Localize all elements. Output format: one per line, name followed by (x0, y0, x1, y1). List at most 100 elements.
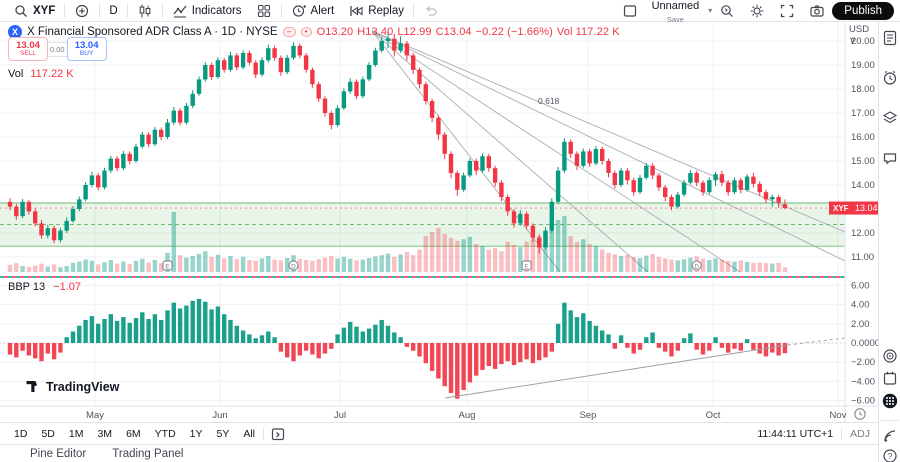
compare-add-button[interactable] (67, 1, 97, 21)
candle-body (618, 170, 624, 185)
range-1d[interactable]: 1D (14, 427, 28, 440)
bbp-bar (719, 343, 725, 348)
volume-bar (215, 254, 221, 272)
volume-bar (562, 216, 567, 272)
toolbar-divider (64, 3, 66, 18)
volume-bar (222, 258, 227, 272)
range-3m[interactable]: 3M (97, 427, 113, 440)
quick-search-button[interactable] (712, 1, 742, 21)
alerts-clock-icon[interactable] (882, 70, 898, 86)
bbp-indicator-legend: BBP 13 −1.07 (8, 281, 81, 293)
bbp-bar (404, 343, 410, 347)
watchlist-icon[interactable] (882, 30, 898, 46)
volume-bar (448, 238, 454, 272)
candle-body (650, 165, 655, 176)
range-1m[interactable]: 1M (68, 427, 84, 440)
sell-button[interactable]: 13.04 SELL (8, 37, 48, 61)
bbp-bar (600, 330, 605, 343)
bbp-bar (177, 308, 183, 343)
volume-bar (461, 239, 466, 272)
candle-body (732, 180, 737, 193)
bbp-bar (247, 334, 252, 343)
bbp-bar (606, 334, 611, 343)
help-icon[interactable]: ? (882, 448, 898, 462)
symbol-legend-row: X X Financial Sponsored ADR Class A · 1D… (8, 25, 624, 39)
legend-dot-icon[interactable]: • (300, 27, 312, 37)
price-chart-canvas[interactable]: 0.618 E D E D 20.00 19.00 18.00 17.00 16.00 15.00 1… (0, 22, 878, 422)
candle-body (196, 79, 202, 94)
range-all[interactable]: All (243, 427, 256, 440)
volume-bar (543, 232, 548, 272)
event-marker-letter: D (694, 264, 699, 271)
fullscreen-button[interactable] (772, 1, 802, 21)
bbp-bar (64, 337, 69, 343)
go-to-date-icon[interactable] (270, 426, 286, 442)
dividend-marker (691, 260, 702, 271)
interval-button[interactable]: D (102, 1, 124, 21)
month-tick-label: Sep (580, 410, 597, 421)
volume-bar (581, 239, 586, 272)
replay-button[interactable]: Replay (341, 1, 411, 21)
candle-body (442, 134, 447, 154)
range-5d[interactable]: 5D (41, 427, 55, 440)
bbp-legend-label: BBP 13 (8, 281, 46, 293)
layout-name-button[interactable]: Unnamed Save (645, 0, 707, 23)
candle-body (574, 153, 580, 166)
range-6m[interactable]: 6M (126, 427, 141, 440)
settings-button[interactable] (742, 1, 772, 21)
volume-bar (467, 236, 473, 272)
candle-body (165, 122, 170, 137)
bbp-bar (726, 343, 731, 353)
bbp-bar (102, 319, 107, 343)
apps-grid-icon[interactable] (882, 393, 898, 409)
candle-body (719, 174, 725, 183)
buy-button[interactable]: 13.04 BUY (66, 37, 107, 61)
chart-style-button[interactable] (130, 1, 160, 21)
symbol-search-button[interactable]: XYF (6, 1, 62, 21)
candle-body (776, 197, 781, 203)
range-ytd[interactable]: YTD (154, 427, 176, 440)
save-layout-panel-button[interactable] (615, 1, 645, 21)
price-tick-label: 19.00 (851, 60, 875, 71)
chat-icon[interactable] (882, 150, 898, 166)
object-tree-layers-icon[interactable] (882, 110, 898, 126)
candle-body (171, 110, 176, 123)
volume-bar (146, 262, 151, 272)
volume-bar (417, 249, 422, 272)
candle-body (505, 197, 510, 212)
tab-pine-editor[interactable]: Pine Editor (30, 447, 87, 460)
snapshot-button[interactable] (802, 1, 832, 21)
toolbar-divider (126, 3, 128, 18)
hotlist-bullseye-icon[interactable] (882, 348, 898, 364)
chevron-down-icon[interactable]: ▾ (708, 6, 713, 15)
range-5y[interactable]: 5Y (216, 427, 230, 440)
volume-bar (51, 264, 57, 272)
volume-bar (341, 256, 347, 272)
volume-bar (373, 256, 378, 272)
alert-button[interactable]: Alert (284, 1, 342, 21)
calendar-icon[interactable] (882, 370, 898, 386)
volume-bar (726, 260, 731, 272)
bbp-tick-label: 4.00 (851, 300, 870, 311)
tab-trading-panel[interactable]: Trading Panel (112, 447, 184, 460)
range-1y[interactable]: 1Y (189, 427, 203, 440)
volume-bar (121, 261, 126, 272)
bbp-bar (744, 339, 750, 343)
legend-minus-icon[interactable]: – (282, 27, 296, 37)
candle-body (681, 182, 687, 195)
news-rss-icon[interactable] (882, 428, 898, 444)
candle-body (631, 180, 636, 193)
currency-selector[interactable]: USD ∨ (849, 24, 870, 46)
candle-body (285, 57, 290, 73)
toolbar-divider (280, 3, 282, 18)
undo-button[interactable] (416, 1, 446, 21)
volume-bar (631, 256, 636, 272)
adjust-data-toggle[interactable]: ADJ (850, 427, 870, 440)
publish-button[interactable]: Publish (832, 1, 894, 20)
timezone-clock[interactable]: 11:44:11 UTC+1 (757, 427, 834, 440)
indicators-button[interactable]: Indicators (165, 1, 249, 21)
volume-bar (133, 260, 139, 272)
layout-grid-button[interactable] (249, 1, 279, 21)
volume-bar (770, 263, 775, 272)
volume-bar (247, 260, 252, 272)
